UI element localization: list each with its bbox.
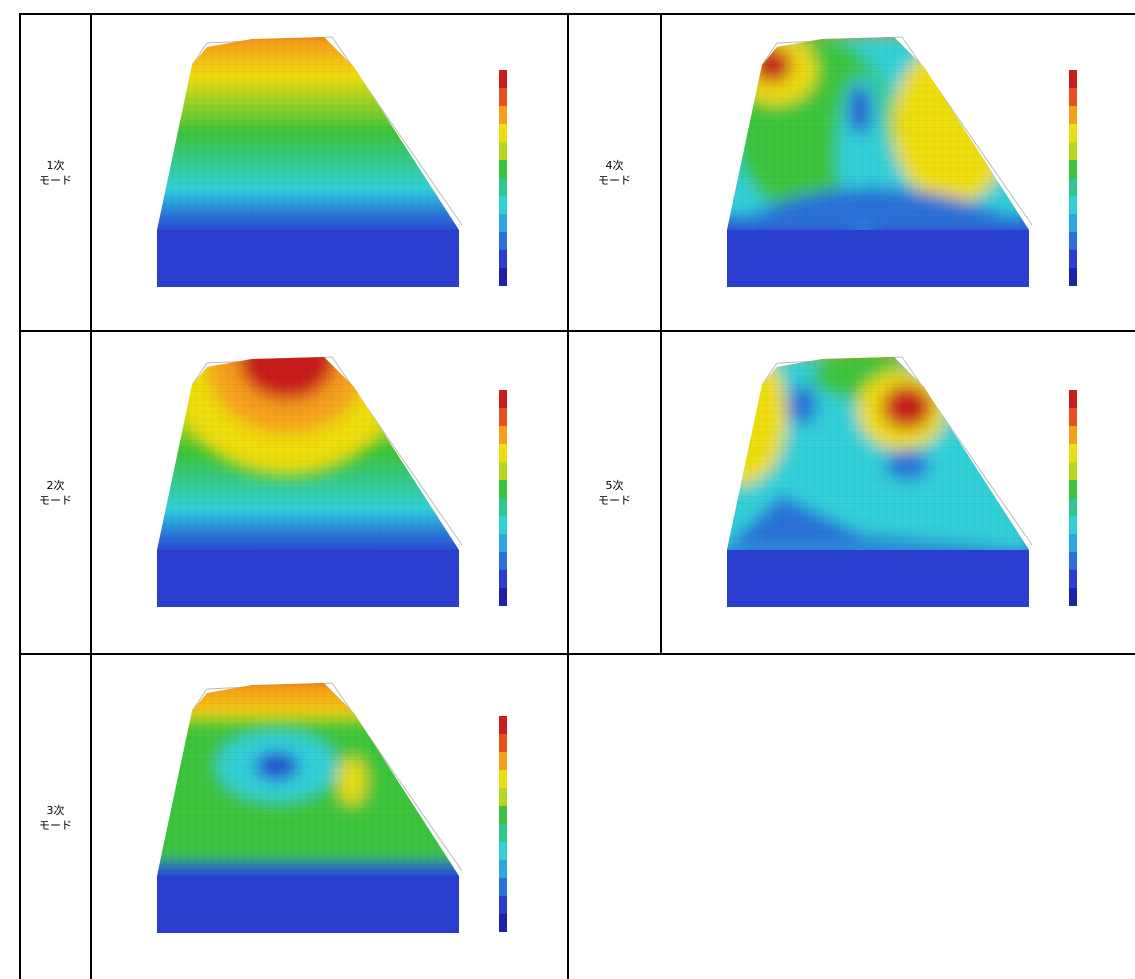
colorbar-segment — [1069, 498, 1077, 516]
colorbar-segment — [499, 124, 507, 142]
colorbar-segment — [499, 88, 507, 106]
colorbar-segment — [1069, 142, 1077, 160]
mode-image-cell — [90, 13, 569, 332]
colorbar-segment — [499, 426, 507, 444]
label-line: モード — [39, 173, 72, 187]
colorbar-segment — [1069, 160, 1077, 178]
colorbar-segment — [499, 390, 507, 408]
colorbar-segment — [499, 859, 507, 878]
colorbar-segment — [499, 895, 507, 914]
colorbar-segment — [499, 480, 507, 498]
colorbar-segment — [1069, 534, 1077, 552]
colorbar-segment — [499, 142, 507, 160]
colorbar-segment — [1069, 70, 1077, 88]
colorbar-segment — [499, 232, 507, 250]
mode-image-cell — [660, 13, 1135, 332]
colorbar-segment — [499, 444, 507, 462]
table-row: 2次 モード 5次 モード — [19, 330, 1135, 655]
mode-label: 1次 モード — [19, 13, 92, 332]
label-line: 5次 — [605, 478, 624, 492]
colorbar-segment — [499, 913, 507, 932]
colorbar-segment — [499, 214, 507, 232]
mode-shape-plot — [727, 36, 1077, 287]
colorbar-segment — [1069, 250, 1077, 268]
contour — [157, 682, 459, 933]
table-row: 3次モード — [19, 653, 1135, 979]
colorbar-segment — [1069, 268, 1077, 286]
colorbar-segment — [499, 534, 507, 552]
colorbar-segment — [499, 570, 507, 588]
colorbar-segment — [499, 196, 507, 214]
mode-image-cell — [90, 330, 569, 655]
mode-shape-plot — [157, 681, 507, 933]
mode-image-cell — [660, 330, 1135, 655]
colorbar-segment — [499, 877, 507, 896]
colorbar-segment — [1069, 426, 1077, 444]
colorbar-segment — [499, 160, 507, 178]
colorbar-segment — [499, 268, 507, 286]
mode-table: 1次 モード 4次 モード — [19, 13, 1135, 979]
colorbar-segment — [1069, 516, 1077, 534]
mode-shape-plot — [157, 356, 507, 607]
colorbar-segment — [499, 823, 507, 842]
colorbar-segment — [1069, 480, 1077, 498]
colorbar-segment — [1069, 552, 1077, 570]
colorbar-segment — [1069, 232, 1077, 250]
mode-label: 3次モード — [19, 653, 92, 979]
colorbar-segment — [1069, 106, 1077, 124]
colorbar-segment — [499, 588, 507, 606]
colorbar-segment — [499, 516, 507, 534]
colorbar-segment — [499, 408, 507, 426]
label-line: 1次 — [46, 158, 65, 172]
colorbar-segment — [499, 715, 507, 734]
mode-shape-plot — [157, 36, 507, 287]
label-line: モード — [39, 493, 72, 507]
colorbar-segment — [499, 250, 507, 268]
colorbar-segment — [499, 462, 507, 480]
colorbar-segment — [499, 552, 507, 570]
colorbar-segment — [499, 841, 507, 860]
label-line: 4次 — [605, 158, 624, 172]
table-row: 1次 モード 4次 モード — [19, 13, 1135, 332]
colorbar-segment — [1069, 214, 1077, 232]
contour — [727, 37, 1029, 287]
colorbar-segment — [1069, 588, 1077, 606]
mode-shape-plot — [727, 356, 1077, 607]
colorbar-segment — [499, 178, 507, 196]
colorbar-segment — [499, 805, 507, 824]
label-line: モード — [598, 493, 631, 507]
colorbar-segment — [499, 769, 507, 788]
mode-label: 2次 モード — [19, 330, 92, 655]
mode-label: 5次 モード — [567, 330, 662, 655]
label-line: モード — [39, 819, 72, 832]
colorbar-segment — [499, 787, 507, 806]
contour — [157, 37, 459, 287]
mode-image-cell — [90, 653, 569, 979]
colorbar-segment — [499, 751, 507, 770]
label-line: 3次 — [46, 804, 65, 817]
colorbar-segment — [499, 106, 507, 124]
colorbar-segment — [499, 498, 507, 516]
empty-cell — [567, 653, 1135, 979]
colorbar-segment — [1069, 88, 1077, 106]
contour — [727, 357, 1029, 607]
colorbar-segment — [499, 70, 507, 88]
colorbar-segment — [1069, 196, 1077, 214]
label-line: 2次 — [46, 478, 65, 492]
label-line: モード — [598, 173, 631, 187]
colorbar-segment — [1069, 178, 1077, 196]
mode-label: 4次 モード — [567, 13, 662, 332]
colorbar-segment — [1069, 390, 1077, 408]
colorbar-segment — [1069, 124, 1077, 142]
contour — [157, 357, 459, 607]
colorbar-segment — [1069, 570, 1077, 588]
colorbar-segment — [1069, 462, 1077, 480]
colorbar-segment — [1069, 408, 1077, 426]
colorbar-segment — [1069, 444, 1077, 462]
colorbar-segment — [499, 733, 507, 752]
